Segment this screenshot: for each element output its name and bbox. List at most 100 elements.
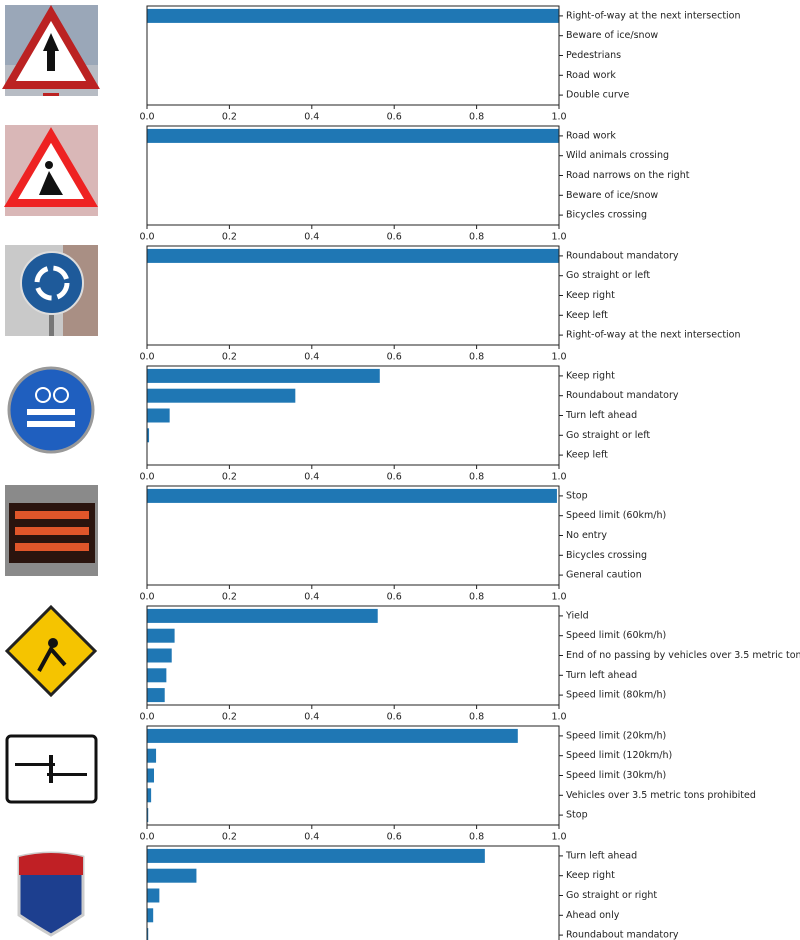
plot-frame — [146, 845, 560, 940]
x-tick-label: 0.8 — [469, 352, 484, 363]
bar — [147, 388, 296, 403]
x-tick-label: 0.2 — [222, 352, 237, 363]
category-label: Roundabout mandatory — [566, 390, 679, 401]
category-label: Speed limit (120km/h) — [566, 750, 672, 761]
category-label: Speed limit (60km/h) — [566, 510, 666, 521]
bar — [147, 668, 167, 683]
sign-image — [5, 485, 98, 576]
category-label: Speed limit (80km/h) — [566, 690, 666, 701]
category-label: Road work — [566, 130, 616, 141]
category-label: Stop — [566, 490, 588, 501]
x-tick-label: 0.6 — [387, 472, 402, 483]
x-tick-label: 0.8 — [469, 232, 484, 243]
x-tick-label: 0.4 — [304, 592, 319, 603]
bar — [147, 868, 197, 883]
x-tick-label: 0.6 — [387, 592, 402, 603]
x-tick-label: 0.6 — [387, 712, 402, 723]
x-tick-label: 1.0 — [551, 712, 566, 723]
bar — [147, 428, 150, 443]
x-tick-label: 0.2 — [222, 832, 237, 843]
x-tick-label: 0.6 — [387, 352, 402, 363]
sign-image — [4, 604, 98, 698]
sign-image — [5, 725, 98, 816]
bar — [147, 648, 172, 663]
category-label: End of no passing by vehicles over 3.5 m… — [566, 650, 800, 661]
bar — [147, 728, 518, 743]
plot-frame — [146, 5, 560, 106]
plot-frame — [146, 365, 560, 466]
x-tick-label: 0.2 — [222, 592, 237, 603]
x-tick-label: 0.6 — [387, 232, 402, 243]
category-label: Beware of ice/snow — [566, 30, 658, 41]
plot-frame — [146, 125, 560, 226]
x-tick-label: 0.6 — [387, 832, 402, 843]
bar — [147, 628, 175, 643]
category-label: Vehicles over 3.5 metric tons prohibited — [566, 790, 756, 801]
x-tick-label: 0.8 — [469, 472, 484, 483]
sign-image — [4, 125, 98, 216]
x-tick-label: 1.0 — [551, 472, 566, 483]
x-tick-label: 0.0 — [139, 592, 154, 603]
bar — [147, 768, 155, 783]
category-label: Beware of ice/snow — [566, 190, 658, 201]
category-label: Keep right — [566, 370, 615, 381]
category-label: Go straight or left — [566, 270, 650, 281]
plot-frame — [146, 605, 560, 706]
x-tick-label: 0.4 — [304, 472, 319, 483]
category-label: Road narrows on the right — [566, 170, 690, 181]
category-label: Speed limit (30km/h) — [566, 770, 666, 781]
sign-image — [5, 245, 98, 336]
bar — [147, 128, 559, 143]
x-tick-label: 0.4 — [304, 832, 319, 843]
category-label: Turn left ahead — [565, 410, 637, 421]
category-label: Road work — [566, 70, 616, 81]
x-tick-label: 0.4 — [304, 352, 319, 363]
sign-image — [5, 365, 98, 456]
category-label: Speed limit (60km/h) — [566, 630, 666, 641]
bar — [147, 888, 160, 903]
x-tick-label: 1.0 — [551, 832, 566, 843]
category-label: General caution — [566, 570, 642, 581]
category-label: Right-of-way at the next intersection — [566, 10, 741, 21]
bar — [147, 748, 157, 763]
x-tick-label: 0.0 — [139, 472, 154, 483]
plot-frame — [146, 725, 560, 826]
category-label: Turn left ahead — [565, 850, 637, 861]
x-tick-label: 0.0 — [139, 712, 154, 723]
category-label: Bicycles crossing — [566, 210, 647, 221]
bar — [147, 928, 149, 940]
category-label: Pedestrians — [566, 50, 621, 61]
category-label: Bicycles crossing — [566, 550, 647, 561]
category-label: Turn left ahead — [565, 670, 637, 681]
bar — [147, 808, 149, 823]
x-tick-label: 1.0 — [551, 352, 566, 363]
category-label: Keep left — [566, 450, 608, 461]
x-tick-label: 0.0 — [139, 832, 154, 843]
category-label: No entry — [566, 530, 607, 541]
sign-image — [2, 5, 100, 96]
bar — [147, 248, 559, 263]
x-tick-label: 0.0 — [139, 232, 154, 243]
plot-frame — [146, 245, 560, 346]
x-tick-label: 1.0 — [551, 592, 566, 603]
plot-frame — [146, 485, 560, 586]
x-tick-label: 0.0 — [139, 112, 154, 123]
x-tick-label: 0.0 — [139, 352, 154, 363]
bar — [147, 788, 152, 803]
x-tick-label: 0.2 — [222, 112, 237, 123]
category-label: Right-of-way at the next intersection — [566, 330, 741, 341]
x-tick-label: 1.0 — [551, 112, 566, 123]
x-tick-label: 1.0 — [551, 232, 566, 243]
category-label: Roundabout mandatory — [566, 930, 679, 940]
category-label: Go straight or left — [566, 430, 650, 441]
bar — [147, 408, 170, 423]
x-tick-label: 0.8 — [469, 832, 484, 843]
x-tick-label: 0.8 — [469, 712, 484, 723]
bar — [147, 908, 154, 923]
x-tick-label: 0.4 — [304, 712, 319, 723]
x-tick-label: 0.2 — [222, 712, 237, 723]
sign-image — [5, 845, 98, 937]
bar — [147, 488, 557, 503]
bar — [147, 608, 378, 623]
